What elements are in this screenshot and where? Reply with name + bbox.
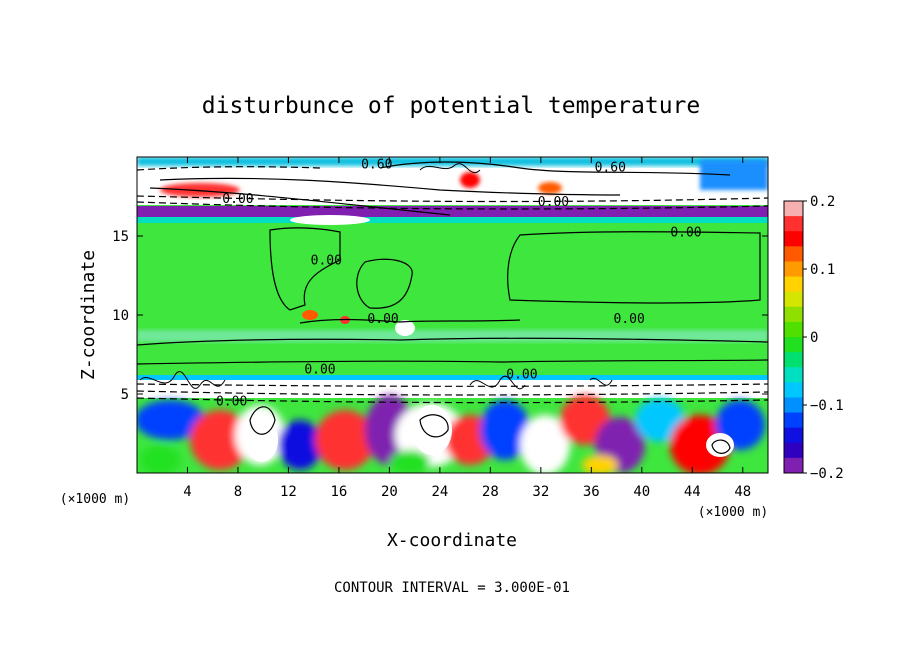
- colorbar-swatch: [784, 321, 803, 338]
- x-tick-label: 20: [381, 484, 398, 500]
- contour-label: 0.00: [670, 225, 701, 240]
- x-tick-label: 44: [684, 484, 701, 500]
- x-tick-label: 16: [330, 484, 347, 500]
- colorbar-swatch: [784, 231, 803, 247]
- contour-label: 0.00: [216, 394, 247, 409]
- chart-title: disturbunce of potential temperature: [202, 93, 701, 119]
- x-tick-label: 32: [532, 484, 549, 500]
- colorbar-swatch: [784, 352, 803, 368]
- colorbar-swatch: [784, 457, 803, 474]
- colorbar: 0.2 0.1 0 −0.1 −0.2: [784, 194, 844, 482]
- y-tick-label: 15: [112, 229, 129, 245]
- x-tick-label: 40: [633, 484, 650, 500]
- colorbar-swatch: [784, 306, 803, 323]
- contour-label: 0.00: [304, 363, 335, 378]
- colorbar-swatch: [784, 442, 803, 459]
- colorbar-swatch: [784, 367, 803, 383]
- x-tick-label: 12: [280, 484, 297, 500]
- contour-label: 0.00: [506, 367, 537, 382]
- colorbar-swatch: [784, 276, 803, 293]
- x-unit-label: (×1000 m): [698, 505, 768, 520]
- contour-label: 0.00: [367, 312, 398, 327]
- colorbar-swatch: [784, 397, 803, 414]
- y-tick-label: 10: [112, 308, 129, 324]
- colorbar-tick-label: 0.1: [810, 262, 835, 278]
- y-axis: 5 10 15: [112, 229, 768, 403]
- contour-label-group: 0.60 0.60 0.00 0.00 0.00 0.00 0.00 0.00 0.00 0.00…: [216, 157, 702, 409]
- x-tick-label: 48: [734, 484, 751, 500]
- contour-label: 0.00: [222, 192, 253, 207]
- y-axis-label: Z-coordinate: [78, 250, 99, 380]
- colorbar-swatch: [784, 246, 803, 262]
- x-axis: 4 8 12 16 20 24 28 32 36 40 44 48: [183, 157, 751, 500]
- contour-tangles: [139, 163, 613, 390]
- colorbar-tick-label: 0: [810, 330, 818, 346]
- contour-label: 0.00: [311, 254, 342, 269]
- contour-label: 0.60: [361, 157, 392, 172]
- colorbar-swatch: [784, 261, 803, 278]
- contour-label: 0.00: [538, 195, 569, 210]
- x-tick-label: 8: [234, 484, 242, 500]
- colorbar-swatch: [784, 201, 803, 217]
- x-tick-label: 28: [482, 484, 499, 500]
- plot-area: 0.60 0.60 0.00 0.00 0.00 0.00 0.00 0.00 0.00 0.00…: [137, 157, 768, 473]
- colorbar-tick-label: −0.1: [810, 398, 844, 414]
- contour-lines: [137, 161, 768, 454]
- colorbar-swatch: [784, 412, 803, 429]
- x-tick-label: 4: [183, 484, 191, 500]
- dashed-contours: [137, 166, 768, 404]
- colorbar-tick-label: 0.2: [810, 194, 835, 210]
- colorbar-tick-label: −0.2: [810, 466, 844, 482]
- contour-label: 0.00: [614, 312, 645, 327]
- x-tick-label: 36: [583, 484, 600, 500]
- y-tick-label: 5: [121, 387, 129, 403]
- contour-interval-note: CONTOUR INTERVAL = 3.000E-01: [334, 580, 570, 596]
- colorbar-frame: [783, 200, 804, 474]
- y-unit-label: (×1000 m): [60, 492, 130, 507]
- x-axis-label: X-coordinate: [387, 530, 517, 551]
- colorbar-swatch: [784, 291, 803, 308]
- colorbar-swatch: [784, 216, 803, 232]
- colorbar-swatch: [784, 337, 803, 353]
- x-tick-label: 24: [431, 484, 448, 500]
- contour-label: 0.60: [595, 160, 626, 175]
- colorbar-swatch: [784, 382, 803, 398]
- colorbar-swatch: [784, 427, 803, 444]
